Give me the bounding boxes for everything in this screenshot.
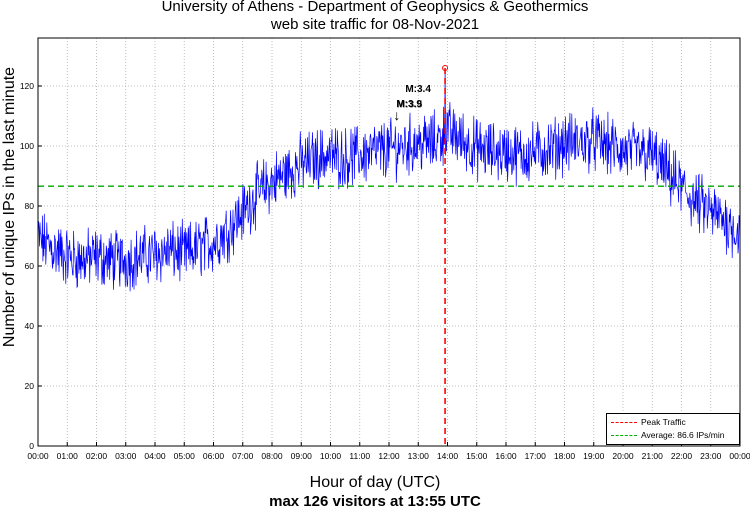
legend: Peak Traffic Average: 86.6 IPs/min	[606, 413, 740, 445]
chart-title-line1: University of Athens - Department of Geo…	[161, 0, 589, 15]
plot-frame	[37, 37, 741, 447]
x-tick-label: 05:00	[174, 451, 196, 461]
y-tick-label: 20	[25, 381, 35, 391]
legend-item-peak: Peak Traffic	[611, 416, 686, 428]
x-tick-label: 18:00	[554, 451, 576, 461]
x-tick-label: 21:00	[642, 451, 664, 461]
legend-peak-label: Peak Traffic	[641, 417, 686, 427]
x-tick-label: 09:00	[291, 451, 313, 461]
annotation-label: M:3.4	[405, 84, 431, 95]
peak-line-swatch	[611, 422, 637, 424]
y-tick-label: 80	[25, 201, 35, 211]
average-line-swatch	[611, 435, 637, 437]
x-tick-label: 23:00	[700, 451, 722, 461]
x-tick-label: 16:00	[495, 451, 517, 461]
annotation-label: M:3.5	[397, 100, 423, 111]
x-tick-label: 20:00	[612, 451, 634, 461]
x-tick-label: 14:00	[437, 451, 459, 461]
x-tick-label: 06:00	[203, 451, 225, 461]
peak-summary: max 126 visitors at 13:55 UTC	[269, 493, 481, 510]
y-tick-label: 0	[29, 441, 34, 451]
x-tick-label: 03:00	[115, 451, 137, 461]
legend-average-label: Average: 86.6 IPs/min	[641, 430, 725, 440]
x-tick-label: 13:00	[408, 451, 430, 461]
x-tick-label: 22:00	[671, 451, 693, 461]
x-tick-label: 08:00	[261, 451, 283, 461]
x-tick-label: 15:00	[466, 451, 488, 461]
y-tick-label: 100	[20, 141, 34, 151]
x-tick-label: 00:00	[729, 451, 750, 461]
y-tick-label: 120	[20, 81, 34, 91]
legend-item-average: Average: 86.6 IPs/min	[611, 429, 724, 441]
annotation-arrow-icon: ↓	[393, 107, 400, 123]
y-axis-label: Number of unique IPs in the last minute	[1, 66, 18, 348]
y-tick-label: 60	[25, 261, 35, 271]
traffic-line	[37, 67, 741, 292]
x-tick-label: 00:00	[27, 451, 49, 461]
x-axis-label: Hour of day (UTC)	[309, 474, 441, 491]
x-tick-label: 07:00	[232, 451, 254, 461]
y-tick-label: 40	[25, 321, 35, 331]
chart-title-line2: web site traffic for 08-Nov-2021	[270, 16, 480, 33]
x-tick-label: 04:00	[144, 451, 166, 461]
x-tick-label: 17:00	[525, 451, 547, 461]
x-tick-label: 02:00	[86, 451, 108, 461]
x-tick-label: 01:00	[57, 451, 79, 461]
x-tick-label: 11:00	[349, 451, 370, 461]
x-tick-label: 12:00	[378, 451, 400, 461]
x-tick-label: 19:00	[583, 451, 605, 461]
peak-marker	[442, 65, 449, 71]
x-tick-label: 10:00	[320, 451, 342, 461]
annotation-label: M:3.9	[396, 99, 422, 110]
